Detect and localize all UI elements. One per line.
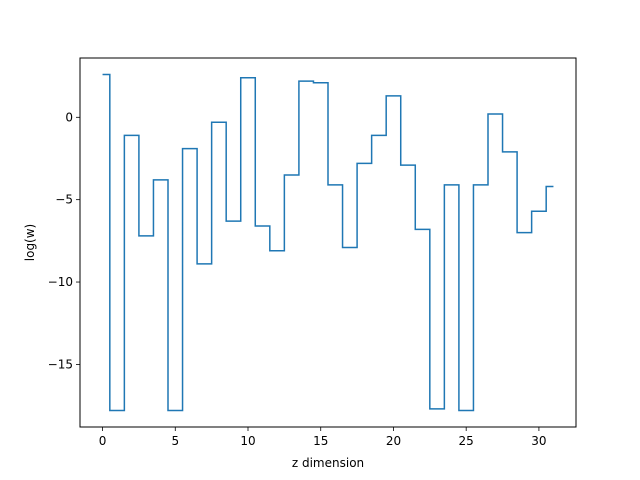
y-tick-label: −5 (55, 193, 73, 207)
y-axis-ticks: 0 −5 −10 −15 (48, 110, 80, 371)
x-tick-label: 10 (240, 434, 255, 448)
y-tick-label: −10 (48, 275, 73, 289)
x-tick-label: 30 (531, 434, 546, 448)
y-axis-label: log(w) (23, 224, 37, 261)
x-axis-ticks: 0 5 10 15 20 25 30 (99, 427, 547, 448)
x-axis-label: z dimension (292, 456, 364, 470)
x-tick-label: 5 (171, 434, 179, 448)
x-tick-label: 0 (99, 434, 107, 448)
y-tick-label: −15 (48, 357, 73, 371)
x-tick-label: 20 (386, 434, 401, 448)
y-tick-label: 0 (65, 110, 73, 124)
x-tick-label: 15 (313, 434, 328, 448)
series-line (102, 73, 554, 412)
plot-area (102, 73, 554, 412)
x-tick-label: 25 (459, 434, 474, 448)
axes-frame (79, 57, 577, 428)
